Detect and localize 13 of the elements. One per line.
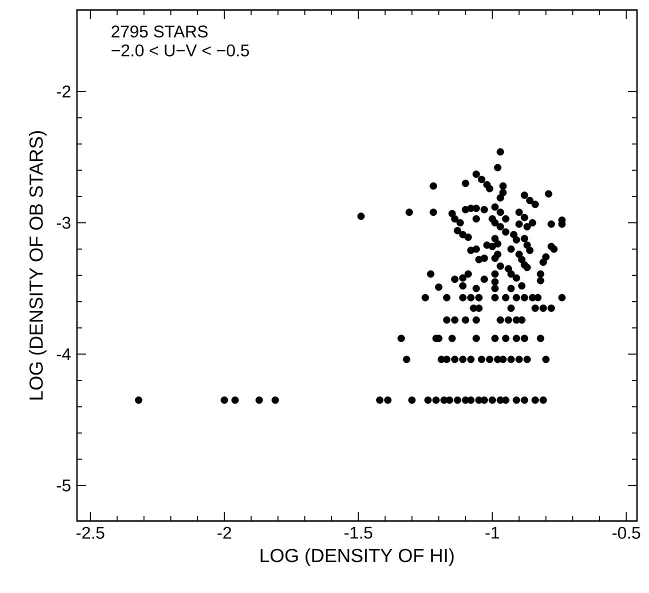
y-tick-label: -3 [56,216,70,229]
x-tick-label: -2 [218,526,232,539]
y-tick-label: -4 [56,348,71,360]
annotation: −2.0 < U−V < −0.5 [112,44,249,56]
x-tick-label: -1.5 [344,526,372,539]
x-tick-label: -2.5 [76,526,104,539]
y-tick-label: -5 [56,480,70,492]
y-tick-label: -2 [56,86,70,98]
x-axis-title: LOG (DENSITY OF HI) [260,548,454,566]
x-tick-label: -1 [486,526,500,538]
x-tick-label: -0.5 [612,526,640,539]
y-axis-title: LOG (DENSITY OF OB STARS) [28,131,47,400]
annotation: 2795 STARS [112,26,208,38]
